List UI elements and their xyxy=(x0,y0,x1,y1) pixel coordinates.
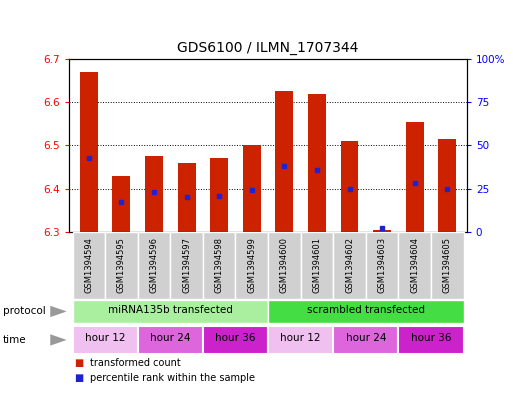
Bar xyxy=(210,158,228,232)
Bar xyxy=(301,232,333,299)
Text: GSM1394601: GSM1394601 xyxy=(312,237,322,293)
Bar xyxy=(333,232,366,299)
Bar xyxy=(366,232,399,299)
Bar xyxy=(235,232,268,299)
Title: GDS6100 / ILMN_1707344: GDS6100 / ILMN_1707344 xyxy=(177,41,359,55)
Bar xyxy=(112,176,130,232)
Bar xyxy=(203,326,268,354)
Bar xyxy=(203,232,235,299)
Text: hour 12: hour 12 xyxy=(85,333,125,343)
Text: GSM1394595: GSM1394595 xyxy=(117,237,126,293)
Polygon shape xyxy=(50,306,67,317)
Text: hour 12: hour 12 xyxy=(281,333,321,343)
Text: GSM1394602: GSM1394602 xyxy=(345,237,354,293)
Text: GSM1394605: GSM1394605 xyxy=(443,237,452,293)
Text: transformed count: transformed count xyxy=(90,358,181,367)
Bar xyxy=(373,230,391,232)
Bar xyxy=(170,232,203,299)
Bar xyxy=(72,300,268,323)
Text: time: time xyxy=(3,335,26,345)
Bar xyxy=(438,139,456,232)
Text: hour 36: hour 36 xyxy=(411,333,451,343)
Bar xyxy=(268,232,301,299)
Text: GSM1394600: GSM1394600 xyxy=(280,237,289,293)
Text: miRNA135b transfected: miRNA135b transfected xyxy=(108,305,233,315)
Bar xyxy=(268,326,333,354)
Bar xyxy=(243,145,261,232)
Text: GSM1394603: GSM1394603 xyxy=(378,237,387,293)
Text: GSM1394598: GSM1394598 xyxy=(214,237,224,293)
Bar xyxy=(308,94,326,232)
Bar xyxy=(275,92,293,232)
Bar xyxy=(268,300,464,323)
Bar xyxy=(137,326,203,354)
Text: GSM1394604: GSM1394604 xyxy=(410,237,419,293)
Text: GSM1394594: GSM1394594 xyxy=(84,237,93,293)
Text: protocol: protocol xyxy=(3,307,45,316)
Text: percentile rank within the sample: percentile rank within the sample xyxy=(90,373,255,383)
Bar xyxy=(431,232,464,299)
Bar xyxy=(177,163,195,232)
Bar xyxy=(145,156,163,232)
Text: ■: ■ xyxy=(74,358,84,367)
Bar xyxy=(72,326,137,354)
Bar xyxy=(333,326,399,354)
Bar xyxy=(399,232,431,299)
Bar xyxy=(72,232,105,299)
Bar xyxy=(80,72,98,232)
Bar xyxy=(137,232,170,299)
Bar xyxy=(399,326,464,354)
Bar xyxy=(341,141,359,232)
Text: hour 24: hour 24 xyxy=(150,333,190,343)
Bar xyxy=(406,122,424,232)
Text: ■: ■ xyxy=(74,373,84,383)
Text: scrambled transfected: scrambled transfected xyxy=(307,305,425,315)
Polygon shape xyxy=(50,334,67,345)
Text: hour 36: hour 36 xyxy=(215,333,255,343)
Text: GSM1394597: GSM1394597 xyxy=(182,237,191,293)
Bar xyxy=(105,232,137,299)
Text: GSM1394596: GSM1394596 xyxy=(149,237,159,293)
Text: GSM1394599: GSM1394599 xyxy=(247,237,256,293)
Text: hour 24: hour 24 xyxy=(346,333,386,343)
